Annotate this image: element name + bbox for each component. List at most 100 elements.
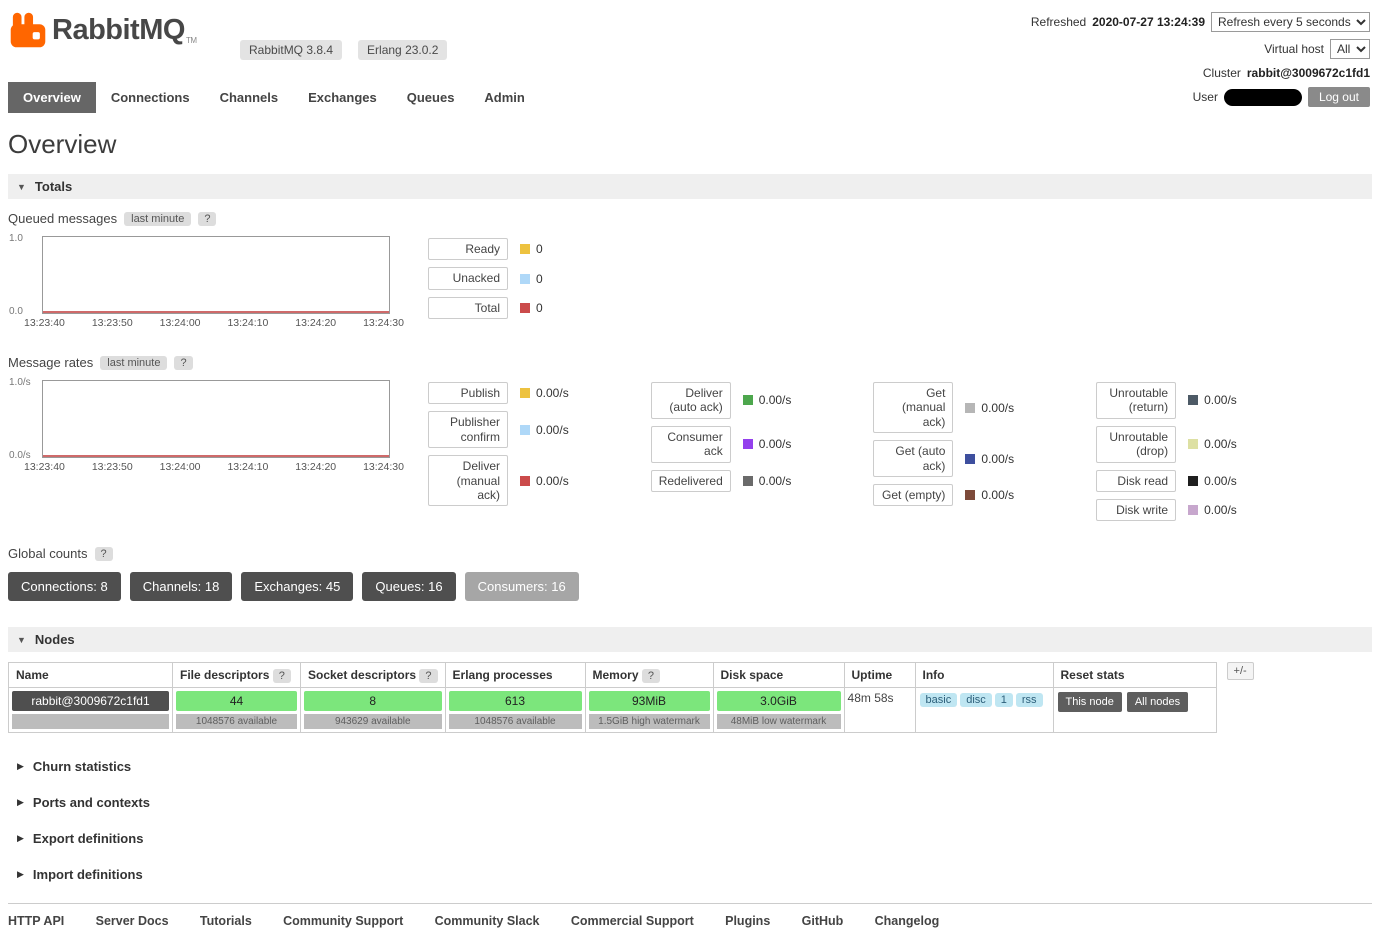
info-cell: basic disc 1 rss [914, 687, 1054, 734]
refresh-interval-select[interactable]: Refresh every 5 seconds [1211, 12, 1370, 32]
node-row: rabbit@3009672c1fd1 44 1048576 available… [8, 687, 1217, 734]
socket-descriptors-cell: 8 943629 available [300, 687, 446, 734]
col-uptime: Uptime [843, 662, 916, 689]
tick-label: 13:23:50 [91, 317, 133, 329]
connections-count-button[interactable]: Connections: 8 [8, 572, 121, 602]
nodes-table-wrap: Name File descriptors ? Socket descripto… [8, 662, 1372, 734]
footer-link-http-api[interactable]: HTTP API [8, 914, 65, 929]
footer-link-commercial-support[interactable]: Commercial Support [570, 914, 694, 929]
rates-legend-column-4: Unroutable (return) 0.00/s Unroutable (d… [1096, 380, 1237, 528]
legend-toggle-publish[interactable]: Publish [428, 382, 508, 405]
col-socket-descriptors: Socket descriptors ? [300, 662, 446, 689]
cluster-name: rabbit@3009672c1fd1 [1246, 66, 1370, 80]
footer-link-tutorials[interactable]: Tutorials [199, 914, 252, 929]
tab-admin[interactable]: Admin [484, 90, 525, 105]
deliver-auto-ack-rate-value: 0.00/s [758, 393, 792, 408]
tab-overview[interactable]: Overview [8, 82, 96, 113]
legend-toggle-total[interactable]: Total [428, 296, 508, 320]
legend-toggle-disk-read[interactable]: Disk read [1096, 469, 1177, 492]
tab-channels[interactable]: Channels [219, 90, 279, 105]
legend-row-deliver-manual-ack: Deliver (manual ack) 0.00/s [428, 455, 569, 507]
queues-count-button[interactable]: Queues: 16 [362, 572, 456, 602]
rates-window-badge[interactable]: last minute [100, 355, 168, 370]
disk-write-rate-value: 0.00/s [1204, 503, 1237, 518]
section-nodes[interactable]: ▼ Nodes [8, 627, 1372, 653]
footer-link-plugins[interactable]: Plugins [725, 914, 771, 929]
reset-all-nodes-button[interactable]: All nodes [1126, 692, 1189, 713]
rabbitmq-logo[interactable]: RabbitMQTM [10, 12, 197, 59]
message-rates-chart-block: 1.0/s 0.0/s 13:23:40 13:23:50 13:24:00 1… [8, 377, 428, 473]
legend-toggle-ready[interactable]: Ready [428, 238, 508, 261]
section-nodes-label: Nodes [34, 632, 75, 648]
section-import-definitions[interactable]: ▶ Import definitions [17, 867, 1372, 882]
legend-toggle-publisher-confirm[interactable]: Publisher confirm [428, 411, 508, 449]
section-totals[interactable]: ▼ Totals [8, 174, 1372, 199]
rates-help-icon[interactable]: ? [174, 355, 193, 370]
footer-link-community-support[interactable]: Community Support [283, 914, 404, 929]
memory-help-icon[interactable]: ? [641, 669, 660, 684]
logout-button[interactable]: Log out [1307, 87, 1370, 107]
legend-toggle-get-manual-ack[interactable]: Get (manual ack) [873, 382, 954, 434]
footer-link-server-docs[interactable]: Server Docs [95, 914, 169, 929]
legend-row-ready: Ready 0 [428, 238, 543, 261]
message-rates-section: 1.0/s 0.0/s 13:23:40 13:23:50 13:24:00 1… [8, 377, 1372, 528]
queued-messages-title-row: Queued messages last minute ? [8, 211, 1372, 226]
tab-connections[interactable]: Connections [110, 90, 190, 105]
reset-this-node-button[interactable]: This node [1057, 692, 1122, 713]
legend-toggle-get-auto-ack[interactable]: Get (auto ack) [873, 440, 954, 477]
disk-read-rate-value: 0.00/s [1204, 473, 1237, 488]
footer-link-github[interactable]: GitHub [801, 914, 844, 929]
vhost-select[interactable]: All [1330, 39, 1370, 59]
total-swatch-icon [520, 302, 530, 313]
exchanges-count-button[interactable]: Exchanges: 45 [241, 572, 354, 602]
consumers-count-button[interactable]: Consumers: 16 [464, 572, 579, 602]
erlang-version-badge: Erlang 23.0.2 [358, 40, 448, 60]
header: RabbitMQTM RabbitMQ 3.8.4 Erlang 23.0.2 … [0, 0, 1380, 113]
zero-value-series-line [43, 455, 389, 457]
legend-toggle-unroutable-drop[interactable]: Unroutable (drop) [1096, 425, 1177, 463]
legend-row-disk-read: Disk read 0.00/s [1096, 469, 1237, 492]
queued-messages-section: 1.0 0.0 13:23:40 13:23:50 13:24:00 13:24… [8, 233, 1372, 329]
legend-row-unacked: Unacked 0 [428, 267, 543, 290]
unroutable-drop-swatch-icon [1188, 439, 1199, 450]
tab-exchanges[interactable]: Exchanges [308, 90, 377, 105]
legend-row-publisher-confirm: Publisher confirm 0.00/s [428, 411, 569, 449]
footer-link-community-slack[interactable]: Community Slack [434, 914, 540, 929]
global-counts-help-icon[interactable]: ? [94, 546, 113, 561]
erlang-processes-caption: 1048576 available [448, 714, 582, 730]
legend-toggle-unacked[interactable]: Unacked [428, 267, 508, 290]
section-export-definitions[interactable]: ▶ Export definitions [17, 831, 1372, 846]
footer-link-changelog[interactable]: Changelog [874, 914, 940, 929]
info-badge-rss: rss [1015, 693, 1043, 708]
legend-toggle-redelivered[interactable]: Redelivered [650, 469, 731, 492]
legend-toggle-get-empty[interactable]: Get (empty) [873, 483, 954, 507]
rates-legend-column-2: Deliver (auto ack) 0.00/s Consumer ack 0… [650, 380, 792, 528]
tab-queues[interactable]: Queues [406, 90, 455, 105]
legend-toggle-disk-write[interactable]: Disk write [1096, 498, 1177, 522]
legend-toggle-consumer-ack[interactable]: Consumer ack [650, 425, 731, 463]
ready-swatch-icon [520, 244, 530, 255]
column-toggle-button[interactable]: +/- [1226, 662, 1254, 681]
legend-toggle-deliver-auto-ack[interactable]: Deliver (auto ack) [650, 382, 731, 419]
legend-toggle-unroutable-return[interactable]: Unroutable (return) [1096, 382, 1177, 419]
queued-help-icon[interactable]: ? [198, 211, 217, 226]
channels-count-button[interactable]: Channels: 18 [129, 572, 233, 602]
publish-rate-value: 0.00/s [536, 386, 569, 401]
tick-label: 13:24:10 [227, 461, 269, 473]
file-descriptors-help-icon[interactable]: ? [272, 669, 291, 684]
queued-window-badge[interactable]: last minute [124, 211, 192, 226]
node-name-badge[interactable]: rabbit@3009672c1fd1 [12, 691, 169, 712]
main-content: Overview ▼ Totals Queued messages last m… [0, 129, 1380, 882]
y-axis-min-label: 0.0 [9, 306, 23, 317]
tick-label: 13:24:20 [295, 461, 337, 473]
legend-toggle-deliver-manual-ack[interactable]: Deliver (manual ack) [428, 455, 508, 507]
total-value: 0 [536, 300, 543, 315]
col-info: Info [914, 662, 1054, 689]
section-ports-and-contexts[interactable]: ▶ Ports and contexts [17, 795, 1372, 810]
section-churn-statistics[interactable]: ▶ Churn statistics [17, 759, 1372, 774]
section-totals-label: Totals [34, 179, 73, 194]
socket-descriptors-help-icon[interactable]: ? [419, 669, 438, 684]
queued-messages-chart-block: 1.0 0.0 13:23:40 13:23:50 13:24:00 13:24… [8, 233, 428, 329]
cluster-line: Cluster rabbit@3009672c1fd1 [1031, 66, 1370, 80]
memory-caption: 1.5GiB high watermark [588, 714, 710, 730]
